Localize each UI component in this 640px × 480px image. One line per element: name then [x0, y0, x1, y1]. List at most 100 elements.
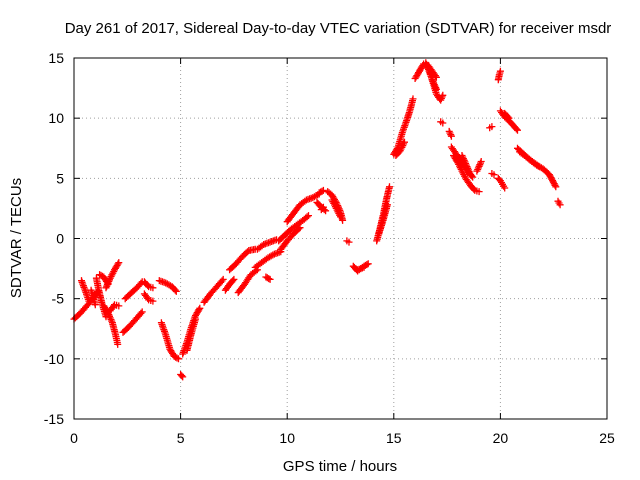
data-point: [401, 138, 408, 146]
data-point: [466, 169, 474, 177]
grid-lines: [74, 58, 607, 419]
data-point: [149, 297, 157, 305]
data-point: [339, 216, 347, 224]
data-point: [439, 119, 447, 127]
data-point: [114, 340, 122, 348]
data-point: [409, 95, 417, 103]
data-point: [179, 373, 187, 381]
data-point: [106, 314, 114, 322]
x-tick-label: 20: [493, 430, 509, 446]
data-point: [296, 224, 304, 232]
data-point: [108, 317, 116, 325]
data-point: [115, 259, 123, 267]
x-tick-label: 25: [599, 430, 615, 446]
data-point: [490, 171, 498, 179]
x-tick-label: 5: [177, 430, 185, 446]
y-tick-label: 15: [48, 50, 64, 66]
data-point: [439, 91, 447, 99]
data-point: [501, 184, 509, 192]
data-point: [549, 178, 557, 186]
data-point: [91, 301, 99, 309]
data-point: [173, 354, 181, 362]
data-point: [423, 62, 431, 70]
y-tick-label: 0: [56, 231, 64, 247]
data-point: [477, 159, 484, 167]
data-point: [102, 284, 110, 292]
data-point: [423, 60, 430, 68]
data-point: [462, 160, 470, 167]
data-point: [195, 306, 203, 314]
data-point: [196, 304, 204, 312]
data-point: [467, 171, 475, 179]
data-point: [319, 186, 327, 194]
data-point: [550, 180, 558, 188]
data-point: [430, 79, 438, 87]
data-point: [105, 311, 113, 319]
data-point: [461, 158, 469, 166]
x-tick-label: 0: [70, 430, 78, 446]
data-point: [548, 175, 556, 183]
data-point: [458, 152, 466, 159]
y-tick-label: 10: [48, 110, 64, 126]
data-point: [552, 183, 560, 191]
data-point: [459, 153, 467, 161]
data-point: [229, 277, 237, 285]
data-point: [446, 129, 454, 137]
data-point: [549, 177, 557, 185]
data-point: [460, 156, 468, 164]
data-point: [105, 277, 113, 285]
data-point: [114, 260, 122, 268]
data-points: [70, 59, 564, 381]
data-point: [474, 164, 482, 172]
data-point: [496, 67, 504, 75]
data-point: [473, 167, 481, 175]
x-axis-title: GPS time / hours: [283, 458, 397, 475]
data-point: [438, 93, 446, 101]
data-point: [319, 203, 327, 211]
data-point: [230, 275, 238, 283]
data-point: [295, 225, 303, 233]
data-point: [556, 201, 564, 209]
data-point: [429, 77, 437, 85]
y-tick-label: -10: [44, 351, 64, 367]
data-point: [192, 315, 199, 323]
data-point: [106, 312, 113, 320]
data-point: [464, 164, 472, 172]
data-point: [103, 281, 111, 289]
data-point: [463, 163, 471, 171]
x-tick-label: 15: [386, 430, 402, 446]
data-point: [265, 275, 273, 283]
chart-title: Day 261 of 2017, Sidereal Day-to-day VTE…: [65, 20, 612, 37]
data-point: [477, 158, 485, 165]
data-point: [459, 155, 467, 163]
data-point: [430, 81, 438, 88]
data-point: [462, 161, 470, 169]
data-point: [266, 275, 274, 283]
data-point: [476, 161, 484, 169]
data-point: [115, 302, 123, 310]
data-point: [464, 166, 472, 174]
data-point: [546, 172, 554, 180]
data-point: [171, 286, 179, 294]
data-point: [149, 284, 157, 292]
data-point: [431, 82, 439, 90]
data-point: [432, 84, 440, 92]
data-point: [447, 132, 455, 140]
x-tick-label: 10: [279, 430, 295, 446]
data-point: [360, 263, 368, 271]
data-point: [465, 168, 473, 175]
y-axis-title: SDTVAR / TECUs: [8, 178, 25, 298]
data-point: [269, 251, 277, 259]
data-point: [386, 183, 393, 191]
data-point: [545, 171, 553, 179]
data-point: [432, 85, 440, 93]
data-point: [336, 211, 344, 219]
y-tick-label: -5: [52, 291, 65, 307]
data-point: [533, 161, 541, 169]
data-point: [551, 181, 559, 189]
data-point: [474, 166, 482, 173]
data-point: [107, 316, 115, 323]
data-point: [445, 127, 453, 135]
data-point: [137, 309, 145, 317]
